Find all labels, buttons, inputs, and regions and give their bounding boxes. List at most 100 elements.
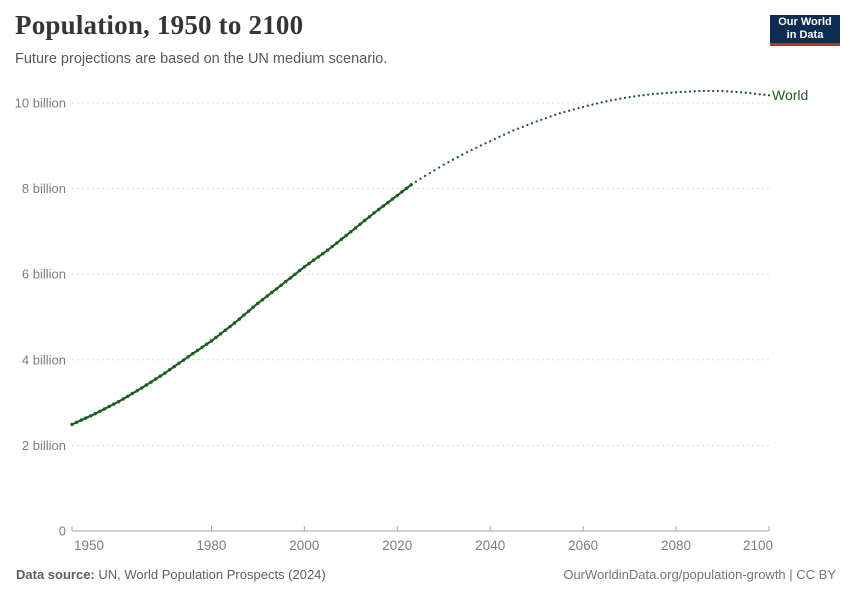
world-history-point <box>107 404 111 409</box>
x-tick-label: 2020 <box>382 538 412 553</box>
world-projection-point <box>540 118 543 121</box>
world-history-point <box>84 416 88 420</box>
world-history-point <box>116 400 121 404</box>
world-projection-point <box>447 160 450 164</box>
world-projection-point <box>489 139 492 143</box>
world-history-point <box>121 397 125 401</box>
data-source: Data source: UN, World Population Prospe… <box>16 567 326 582</box>
world-projection-point <box>512 129 515 132</box>
world-projection-point <box>419 177 422 180</box>
world-projection-point <box>479 144 483 147</box>
world-history-point <box>130 391 135 396</box>
world-projection-point <box>749 92 752 95</box>
world-projection-point <box>572 108 575 111</box>
world-projection-point <box>656 92 659 95</box>
world-projection-point <box>595 102 599 105</box>
world-history-point <box>74 420 79 424</box>
world-history-point <box>349 230 353 234</box>
owid-logo[interactable]: Our World in Data <box>770 15 840 46</box>
world-history-point <box>353 226 358 230</box>
world-projection-point <box>665 91 668 95</box>
y-tick-label: 10 billion <box>15 96 66 111</box>
world-projection-point <box>739 91 743 94</box>
world-history-point <box>293 272 297 276</box>
world-history-point <box>307 261 311 266</box>
world-history-point <box>242 313 246 317</box>
world-projection-point <box>530 122 534 125</box>
world-history-point <box>237 317 241 321</box>
y-tick-label: 4 billion <box>22 352 66 367</box>
world-history-point <box>112 402 116 406</box>
world-history-point <box>330 244 334 249</box>
x-tick-label: 2000 <box>289 538 319 553</box>
world-projection-point <box>414 180 418 183</box>
credit-link[interactable]: OurWorldinData.org/population-growth | C… <box>563 567 836 582</box>
world-projection-point <box>586 104 589 107</box>
world-projection-point <box>753 92 757 95</box>
world-history-point <box>79 418 84 422</box>
y-tick-label: 2 billion <box>22 438 66 453</box>
world-history-point <box>386 200 390 205</box>
y-tick-label: 0 <box>59 524 66 539</box>
world-history-point <box>274 287 279 291</box>
world-projection-point <box>433 169 436 172</box>
world-projection-point <box>502 133 506 136</box>
world-history-point <box>335 241 339 245</box>
world-history-point <box>153 377 158 381</box>
world-projection-point <box>651 92 654 96</box>
world-history-line <box>70 183 413 426</box>
world-projection-point <box>767 94 771 97</box>
world-projection-point <box>619 97 622 100</box>
world-history-point <box>395 193 399 198</box>
world-projection-point <box>526 123 529 127</box>
world-projection-point <box>581 105 585 109</box>
world-projection-point <box>484 142 487 145</box>
world-projection-point <box>623 96 627 100</box>
world-projection-point <box>763 93 766 96</box>
world-projection-point <box>660 92 664 95</box>
world-history-point <box>70 422 74 427</box>
world-projection-point <box>563 110 566 114</box>
world-projection-point <box>451 158 455 161</box>
world-projection-point <box>437 166 441 169</box>
world-history-point <box>381 204 385 208</box>
world-history-point <box>358 222 362 226</box>
world-projection-point <box>521 125 524 128</box>
world-history-point <box>232 321 237 325</box>
world-projection-point <box>679 90 682 94</box>
world-projection-point <box>637 94 641 97</box>
world-history-point <box>409 183 413 187</box>
world-projection-point <box>744 91 747 94</box>
world-projection-point <box>535 120 538 123</box>
world-projection-point <box>442 163 445 166</box>
world-history-point <box>339 237 344 241</box>
world-history-point <box>223 328 227 332</box>
world-history-point <box>256 301 260 305</box>
world-projection-point <box>628 95 631 99</box>
world-projection-point <box>735 90 738 94</box>
world-projection-point <box>493 137 496 141</box>
world-projection-point <box>461 153 464 156</box>
world-history-point <box>404 186 409 190</box>
world-projection-point <box>423 174 427 178</box>
world-history-point <box>158 374 162 378</box>
world-projection-point <box>605 100 608 103</box>
world-history-point <box>163 371 167 375</box>
world-history-point <box>367 215 372 219</box>
world-history-point <box>172 364 176 369</box>
world-history-point <box>251 305 255 309</box>
x-tick-label: 2060 <box>568 538 598 553</box>
world-history-point <box>279 283 283 287</box>
x-tick-label: 2080 <box>661 538 691 553</box>
world-projection-point <box>693 90 696 93</box>
world-projection-point <box>465 151 469 154</box>
world-history-point <box>228 324 232 329</box>
world-projection-point <box>712 89 715 93</box>
world-history-point <box>344 233 348 238</box>
series-label-world[interactable]: World <box>772 87 808 103</box>
world-projection-point <box>730 90 733 93</box>
world-history-point <box>140 386 144 390</box>
world-projection-point <box>707 89 710 93</box>
world-history-point <box>126 394 130 398</box>
